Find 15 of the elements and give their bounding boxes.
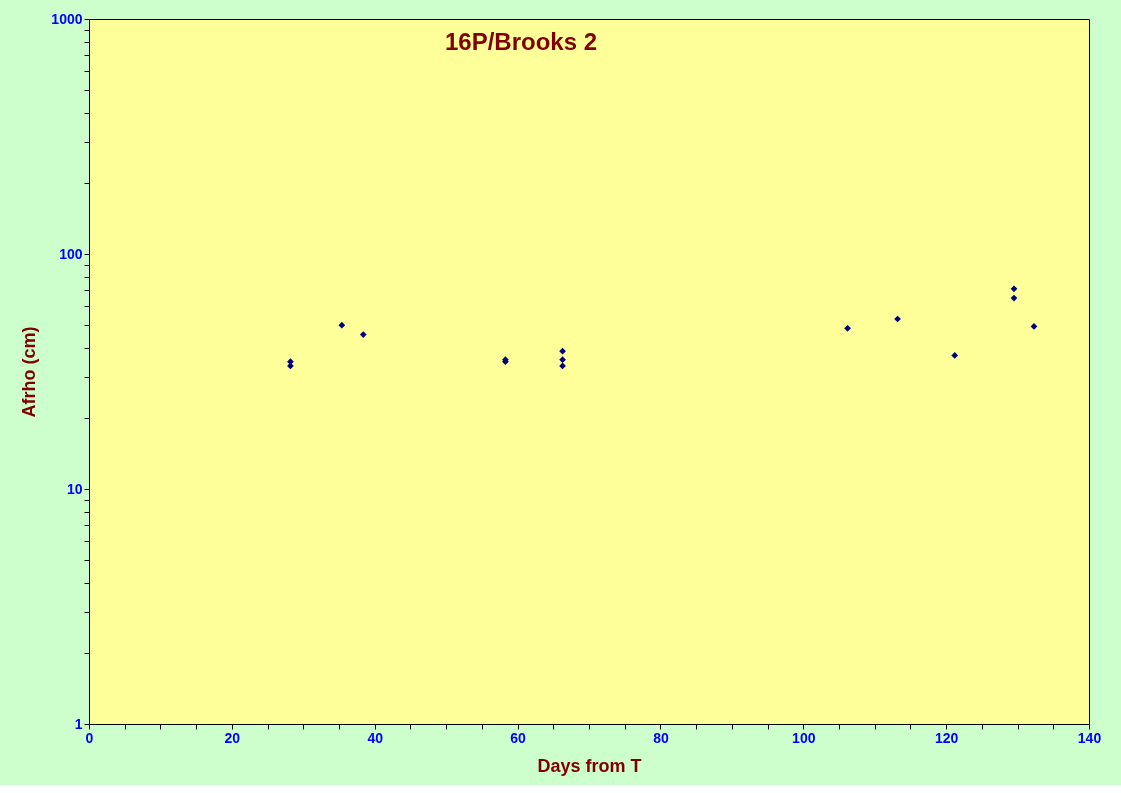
- chart-title: 16P/Brooks 2: [444, 28, 598, 55]
- x-tick-label: 140: [1077, 729, 1102, 746]
- y-tick-label: 1: [74, 715, 83, 732]
- x-tick-label: 0: [85, 729, 94, 746]
- y-tick-label: 10: [66, 480, 83, 497]
- y-tick-label: 1000: [51, 10, 83, 27]
- x-tick-label: 60: [510, 729, 527, 746]
- x-tick-label: 40: [367, 729, 384, 746]
- y-tick-label: 100: [59, 245, 83, 262]
- x-axis-title: Days from T: [537, 755, 642, 776]
- x-tick-label: 120: [934, 729, 959, 746]
- x-tick-label: 20: [224, 729, 241, 746]
- y-axis-title: Afrho (cm): [19, 326, 40, 418]
- x-tick-label: 100: [792, 729, 816, 746]
- x-tick-label: 80: [653, 729, 669, 746]
